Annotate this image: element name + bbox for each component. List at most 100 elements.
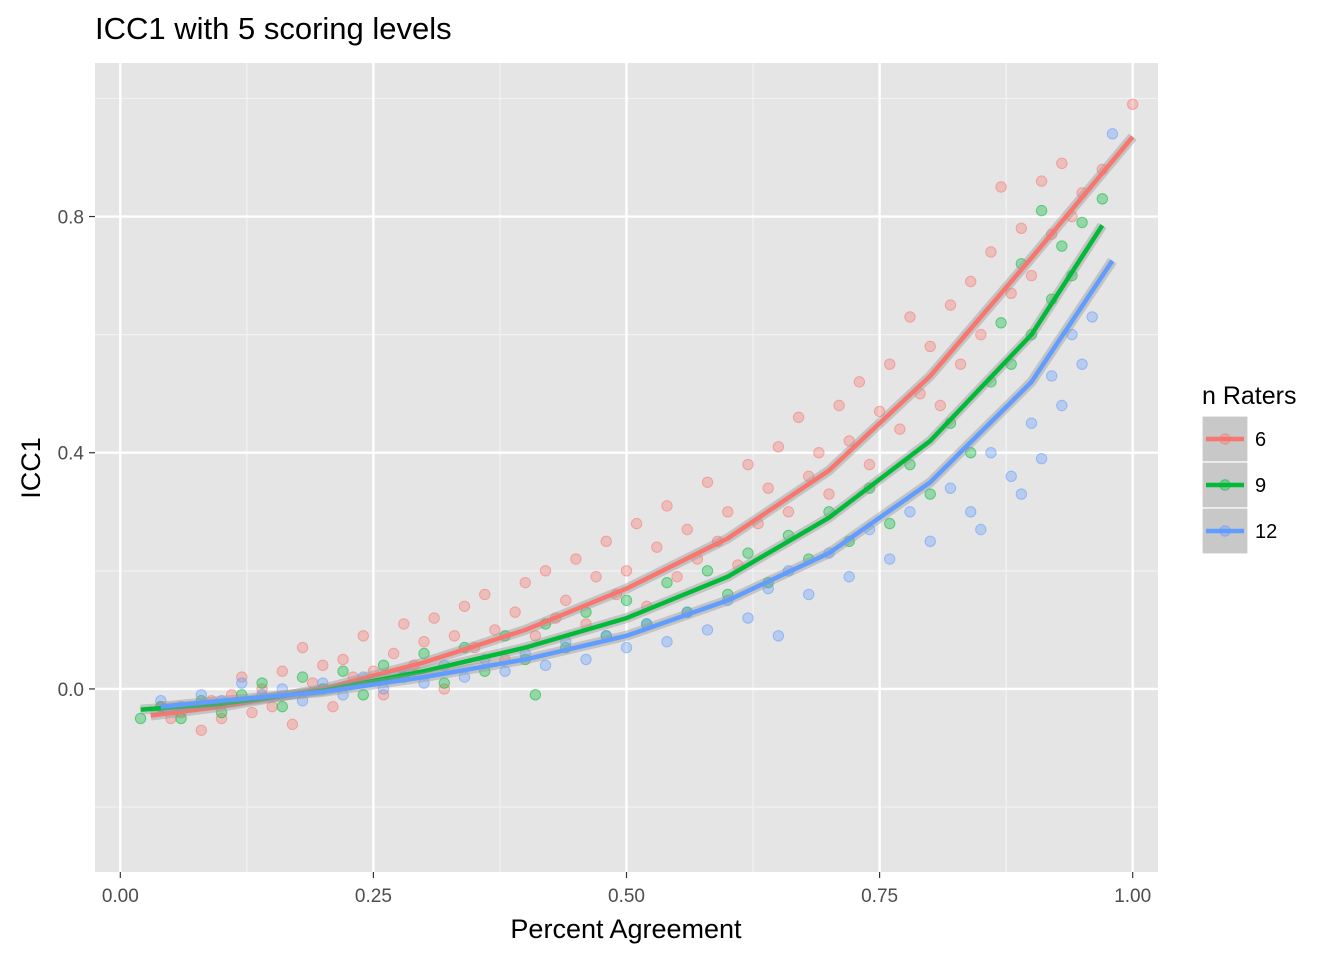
data-point	[620, 594, 633, 607]
data-point	[357, 630, 369, 642]
data-point	[1126, 98, 1139, 111]
data-point	[985, 246, 997, 258]
legend-label: 9	[1255, 475, 1266, 497]
data-point	[701, 624, 714, 636]
data-point	[1076, 358, 1088, 370]
data-point	[681, 523, 693, 536]
x-axis-title: Percent Agreement	[510, 914, 742, 944]
legend-title: n Raters	[1202, 382, 1296, 410]
data-point	[904, 506, 916, 518]
data-point	[448, 630, 461, 642]
data-point	[327, 700, 339, 713]
data-point	[975, 523, 987, 536]
data-point	[975, 328, 987, 341]
data-point	[398, 618, 410, 630]
data-point	[742, 612, 754, 624]
data-point	[995, 317, 1007, 329]
data-point	[1015, 222, 1028, 235]
data-point	[509, 606, 521, 618]
data-point	[873, 405, 886, 418]
data-point	[529, 630, 542, 642]
data-point	[884, 553, 896, 565]
trend-line-12	[160, 259, 1115, 709]
data-point	[742, 547, 754, 559]
data-point	[418, 636, 430, 648]
y-tick-label: 0.8	[58, 208, 84, 229]
data-point	[590, 571, 602, 583]
data-point	[438, 677, 450, 689]
data-point	[256, 683, 268, 695]
data-point	[782, 506, 795, 518]
data-point	[1015, 488, 1028, 500]
x-axis: 0.00 0.25 0.50 0.75 1.00	[102, 872, 1151, 907]
data-point	[792, 411, 805, 424]
legend-item-12: 12	[1201, 507, 1277, 555]
trend-lines	[140, 133, 1137, 721]
data-point	[701, 476, 714, 488]
data-point	[965, 506, 977, 518]
data-point	[823, 488, 835, 500]
data-point	[651, 541, 663, 553]
data-point	[661, 636, 673, 648]
data-point	[1076, 216, 1088, 229]
data-point	[529, 689, 542, 701]
data-point	[1035, 175, 1048, 187]
x-tick-label: 0.75	[861, 886, 898, 907]
data-point	[884, 517, 896, 530]
data-point	[843, 435, 855, 447]
data-point	[337, 665, 349, 677]
data-point	[944, 299, 957, 311]
data-point	[934, 399, 947, 412]
data-point	[1005, 287, 1017, 299]
data-point	[965, 275, 977, 288]
data-point	[1035, 452, 1048, 465]
data-point	[215, 712, 228, 725]
legend-point	[1219, 525, 1231, 537]
data-point	[499, 665, 511, 677]
data-point	[580, 653, 592, 666]
data-point	[701, 565, 714, 577]
data-point	[600, 535, 612, 548]
data-point	[894, 423, 906, 435]
data-point	[479, 588, 491, 601]
data-point	[236, 671, 248, 683]
data-point	[863, 458, 876, 471]
x-tick-label: 0.00	[102, 886, 139, 907]
legend-label: 12	[1255, 521, 1277, 543]
data-point	[1096, 193, 1109, 205]
data-point	[661, 576, 673, 589]
data-point	[1025, 417, 1038, 429]
data-point	[1025, 269, 1038, 282]
data-point	[276, 700, 288, 713]
data-point	[620, 641, 633, 654]
data-point	[195, 689, 208, 701]
legend-point	[1219, 479, 1231, 491]
data-point	[539, 659, 552, 672]
data-point	[1005, 470, 1017, 483]
data-point	[884, 358, 896, 370]
data-point	[924, 340, 936, 353]
legend-label: 6	[1255, 429, 1266, 451]
data-point	[742, 458, 754, 471]
data-point	[296, 671, 309, 683]
y-tick-label: 0.0	[58, 680, 84, 701]
data-point	[134, 712, 147, 725]
data-point	[337, 653, 349, 666]
y-axis-title: ICC1	[16, 437, 46, 499]
legend-item-6: 6	[1201, 415, 1266, 463]
data-point	[722, 506, 734, 518]
data-point	[570, 553, 582, 565]
chart-title: ICC1 with 5 scoring levels	[95, 11, 452, 46]
data-point	[813, 447, 825, 459]
data-point	[954, 358, 967, 370]
data-point	[1056, 157, 1068, 170]
data-point	[843, 571, 855, 583]
data-point	[286, 718, 299, 731]
data-point	[246, 706, 258, 719]
data-point	[772, 630, 785, 642]
data-point	[489, 624, 501, 636]
y-axis: 0.0 0.4 0.8	[58, 208, 95, 701]
data-point	[630, 517, 643, 530]
y-tick-label: 0.4	[58, 444, 85, 465]
data-point	[944, 482, 957, 494]
